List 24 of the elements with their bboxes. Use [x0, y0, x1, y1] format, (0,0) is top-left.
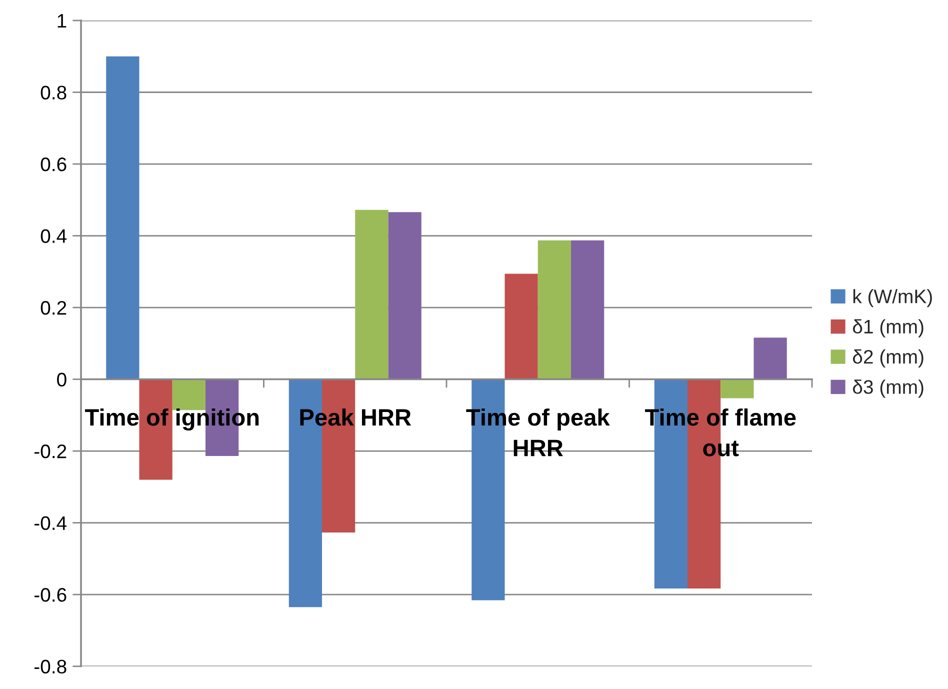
bar — [106, 56, 140, 380]
y-tick-label: 0.2 — [40, 300, 66, 315]
bar — [538, 240, 571, 380]
y-tick-label: -0.8 — [34, 660, 66, 674]
y-tick-label: -0.2 — [34, 444, 66, 458]
bar — [355, 210, 388, 380]
bar — [172, 379, 206, 410]
y-tick-label: 0.4 — [40, 229, 67, 244]
bar — [754, 338, 787, 380]
legend-label: k (W/mK) — [853, 289, 932, 308]
y-tick-label: 0 — [57, 372, 66, 387]
y-tick-label: 1 — [58, 14, 66, 28]
bar — [139, 379, 172, 480]
legend-label: δ3 (mm) — [852, 380, 924, 398]
bar — [504, 274, 538, 380]
legend-label: δ2 (mm) — [852, 349, 924, 368]
y-tick-label: -0.4 — [34, 516, 67, 530]
bar — [571, 240, 604, 380]
y-tick-label: 0.6 — [40, 157, 66, 172]
y-tick-label: -0.6 — [34, 588, 66, 602]
y-tick-label: 0.8 — [40, 86, 66, 100]
legend-label: δ1 (mm) — [852, 319, 924, 338]
bar — [388, 212, 422, 380]
bar — [720, 379, 754, 398]
